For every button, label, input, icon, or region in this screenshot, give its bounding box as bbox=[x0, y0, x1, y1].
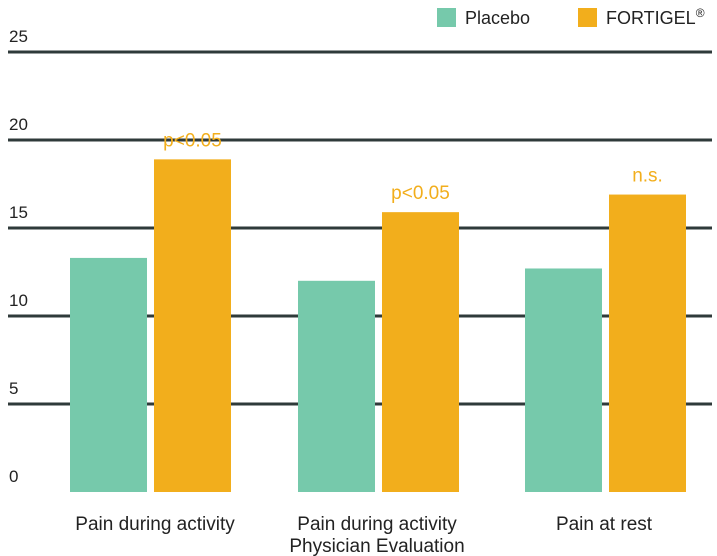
legend-label-0: Placebo bbox=[465, 8, 530, 28]
bar-fortigel-2 bbox=[609, 194, 686, 492]
y-tick-label-25: 25 bbox=[9, 27, 28, 46]
bar-placebo-1 bbox=[298, 280, 375, 492]
category-labels: Pain during activity Pain during activity… bbox=[75, 514, 653, 556]
y-axis-tick-labels: 0 5 10 15 20 25 bbox=[9, 27, 28, 486]
y-tick-label-5: 5 bbox=[9, 379, 18, 398]
bars bbox=[70, 159, 686, 493]
significance-label-0: p<0.05 bbox=[163, 130, 222, 151]
y-tick-label-10: 10 bbox=[9, 291, 28, 310]
bar-fortigel-0 bbox=[154, 159, 231, 493]
significance-label-1: p<0.05 bbox=[391, 183, 450, 204]
y-tick-label-15: 15 bbox=[9, 203, 28, 222]
y-tick-label-0: 0 bbox=[9, 467, 18, 486]
significance-label-2: n.s. bbox=[632, 166, 663, 187]
y-tick-label-20: 20 bbox=[9, 115, 28, 134]
legend: Placebo FORTIGEL® bbox=[437, 6, 705, 28]
significance-annotations: p<0.05 p<0.05 n.s. bbox=[163, 130, 663, 204]
bar-fortigel-1 bbox=[382, 212, 459, 492]
bar-placebo-2 bbox=[525, 268, 602, 492]
category-label-1: Pain during activity bbox=[297, 514, 457, 535]
category-label-0: Pain during activity bbox=[75, 514, 235, 535]
legend-swatch-1 bbox=[578, 8, 597, 27]
category-label-1-line2: Physician Evaluation bbox=[289, 536, 464, 556]
legend-registered-mark: ® bbox=[696, 6, 705, 20]
bar-placebo-0 bbox=[70, 257, 147, 492]
legend-swatch-0 bbox=[437, 8, 456, 27]
legend-label-1: FORTIGEL® bbox=[606, 6, 705, 28]
category-label-2: Pain at rest bbox=[556, 514, 653, 535]
